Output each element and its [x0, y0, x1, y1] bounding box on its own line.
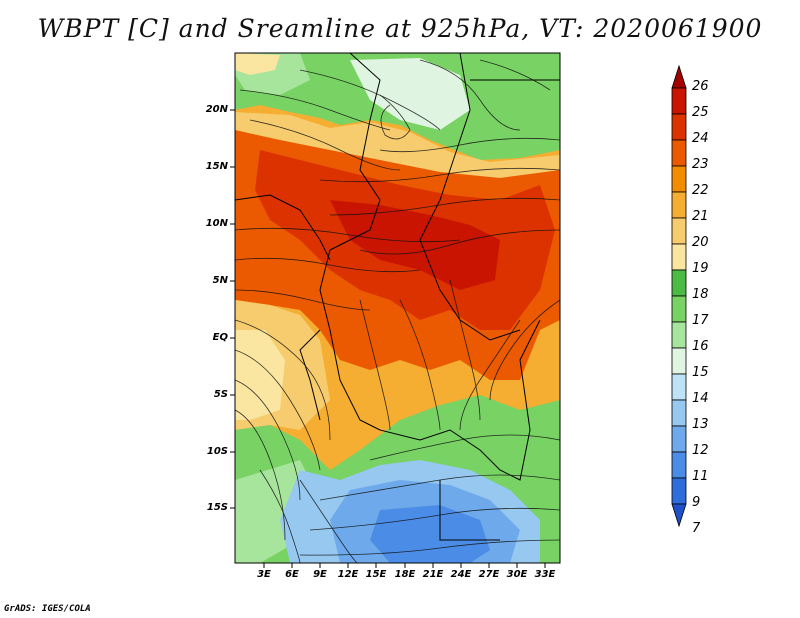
colorbar-segment — [671, 191, 687, 219]
lon-label-12e: 12E — [337, 569, 359, 580]
colorbar-segment — [671, 165, 687, 193]
lat-label-5n: 5N — [212, 275, 228, 286]
colorbar-label-22: 22 — [692, 183, 709, 198]
colorbar-segment — [671, 451, 687, 479]
lon-label-15e: 15E — [365, 569, 387, 580]
colorbar-label-9: 9 — [692, 495, 701, 510]
colorbar — [671, 64, 687, 528]
lon-label-30e: 30E — [506, 569, 528, 580]
lat-label-15s: 15S — [206, 502, 228, 513]
sahel-orange-band — [235, 112, 560, 180]
colorbar-label-11: 11 — [692, 469, 709, 484]
lon-label-33e: 33E — [534, 569, 556, 580]
colorbar-label-13: 13 — [692, 417, 709, 432]
credit-text: GrADS: IGES/COLA — [4, 604, 91, 614]
colorbar-segment — [671, 425, 687, 453]
colorbar-label-23: 23 — [692, 157, 709, 172]
colorbar-segment — [671, 295, 687, 323]
lon-label-27e: 27E — [478, 569, 500, 580]
colorbar-label-16: 16 — [692, 339, 709, 354]
colorbar-label-7: 7 — [692, 521, 701, 536]
sahara-pale-region — [350, 58, 470, 130]
axis-ticks — [230, 109, 546, 568]
streamlines — [235, 59, 560, 563]
colorbar-segment — [671, 243, 687, 271]
colorbar-segment — [671, 347, 687, 375]
colorbar-segment — [671, 373, 687, 401]
colorbar-segment — [671, 217, 687, 245]
colorbar-label-26: 26 — [692, 79, 709, 94]
colorbar-label-15: 15 — [692, 365, 709, 380]
colorbar-label-25: 25 — [692, 105, 709, 120]
lat-label-5s: 5S — [213, 389, 228, 400]
lon-label-3e: 3E — [257, 569, 271, 580]
colorbar-segment — [671, 477, 687, 505]
colorbar-segment — [671, 321, 687, 349]
country-borders — [235, 53, 560, 541]
colorbar-label-17: 17 — [692, 313, 709, 328]
lon-label-9e: 9E — [313, 569, 327, 580]
lon-label-6e: 6E — [285, 569, 299, 580]
colorbar-label-14: 14 — [692, 391, 709, 406]
lat-label-20n: 20N — [205, 104, 228, 115]
colorbar-label-21: 21 — [692, 209, 709, 224]
lon-label-18e: 18E — [394, 569, 416, 580]
colorbar-segment — [671, 399, 687, 427]
lat-label-10s: 10S — [206, 446, 228, 457]
colorbar-bottom-arrow — [671, 503, 687, 528]
colorbar-label-24: 24 — [692, 131, 709, 146]
colorbar-segment — [671, 87, 687, 115]
lat-label-10n: 10N — [205, 218, 228, 229]
map-plot-area — [235, 53, 560, 563]
colorbar-label-12: 12 — [692, 443, 709, 458]
colorbar-segment — [671, 269, 687, 297]
lon-label-24e: 24E — [450, 569, 472, 580]
colorbar-top-arrow — [671, 64, 687, 89]
lon-label-21e: 21E — [422, 569, 444, 580]
colorbar-label-18: 18 — [692, 287, 709, 302]
map-frame — [234, 52, 561, 564]
colorbar-segment — [671, 113, 687, 141]
colorbar-segment — [671, 139, 687, 167]
lat-label-eq: EQ — [212, 332, 228, 343]
lat-label-15n: 15N — [205, 161, 228, 172]
atlantic-peach — [235, 330, 285, 420]
map-title: WBPT [C] and Sreamline at 925hPa, VT: 20… — [37, 14, 763, 43]
colorbar-label-20: 20 — [692, 235, 709, 250]
sahara-peach-region — [235, 53, 280, 75]
southern-coldest-region — [370, 505, 490, 563]
colorbar-label-19: 19 — [692, 261, 709, 276]
